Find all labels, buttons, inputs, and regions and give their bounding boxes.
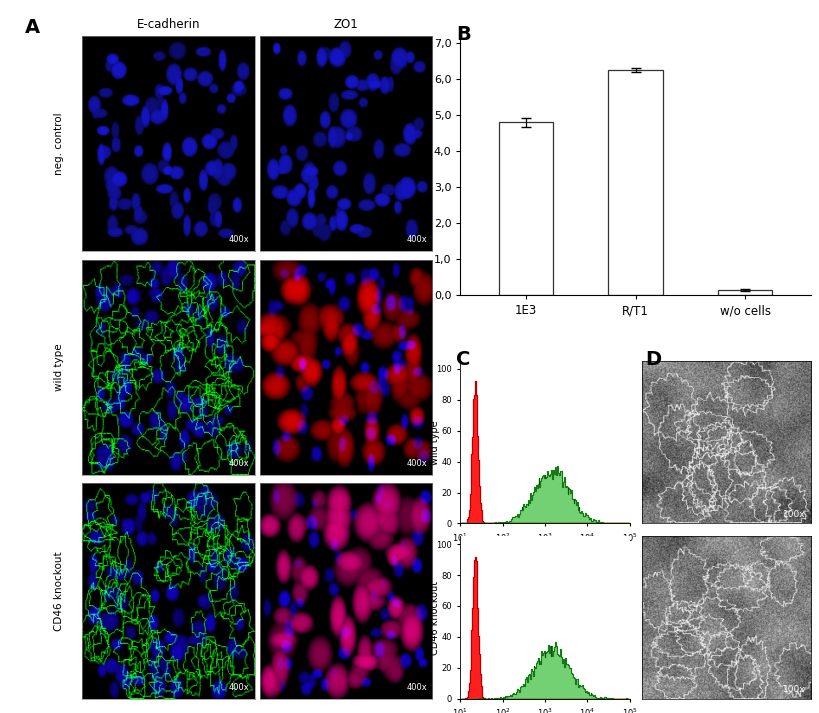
Text: CD46 knockout: CD46 knockout: [54, 551, 64, 631]
Text: 400x: 400x: [229, 683, 249, 692]
Text: D: D: [645, 350, 662, 369]
Bar: [499, 122, 554, 295]
Y-axis label: Count: Count: [422, 604, 431, 631]
Bar: [609, 70, 663, 295]
Text: wild type: wild type: [430, 420, 440, 465]
Text: A: A: [25, 18, 39, 37]
Text: 400x: 400x: [406, 459, 428, 468]
Text: B: B: [456, 25, 471, 44]
Y-axis label: Count: Count: [422, 429, 431, 456]
Text: 400x: 400x: [229, 235, 249, 245]
Text: wild type: wild type: [54, 344, 64, 391]
Bar: [717, 290, 772, 295]
Y-axis label: pNA [nmol/min]: pNA [nmol/min]: [419, 121, 428, 210]
Text: CD46 knockout: CD46 knockout: [430, 580, 440, 655]
Text: neg. control: neg. control: [54, 112, 64, 175]
Text: ZO1: ZO1: [333, 18, 359, 31]
Text: 400x: 400x: [229, 459, 249, 468]
Text: 400x: 400x: [406, 683, 428, 692]
Text: 400x: 400x: [406, 235, 428, 245]
Text: C: C: [456, 350, 471, 369]
Text: 100x: 100x: [783, 510, 806, 518]
X-axis label: CD13 AF488: CD13 AF488: [517, 550, 573, 559]
Text: E-cadherin: E-cadherin: [137, 18, 200, 31]
Text: 100x: 100x: [783, 685, 806, 694]
